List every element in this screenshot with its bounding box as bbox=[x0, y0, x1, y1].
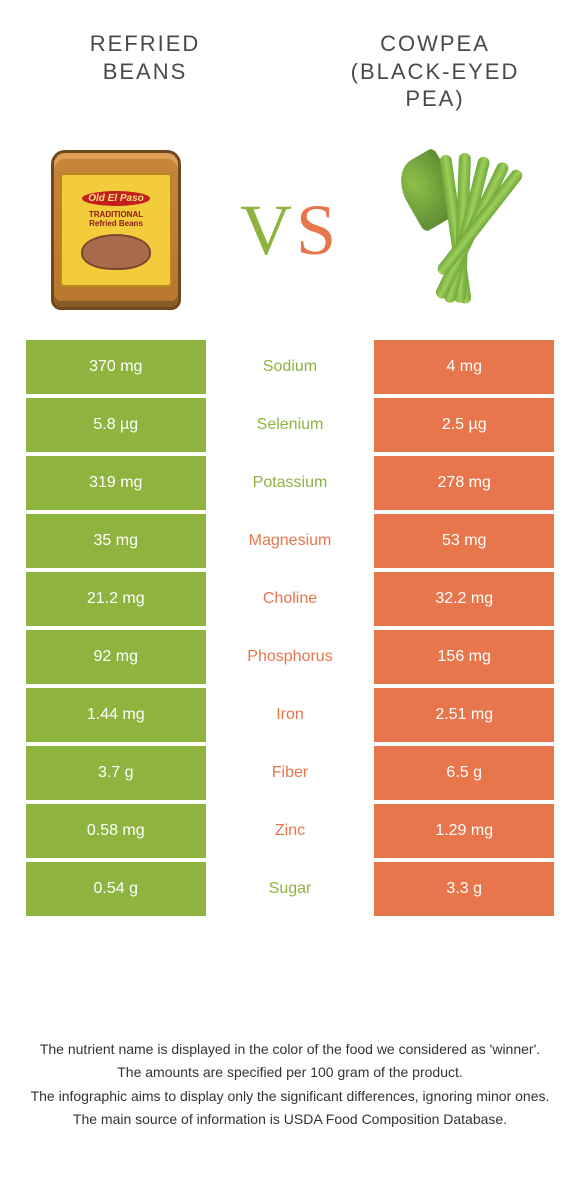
footnote-line: The main source of information is USDA F… bbox=[28, 1110, 552, 1130]
nutrient-table: 370 mgSodium4 mg5.8 µgSelenium2.5 µg319 … bbox=[26, 340, 554, 916]
value-left: 0.54 g bbox=[26, 862, 206, 916]
value-right: 32.2 mg bbox=[374, 572, 554, 626]
table-row: 0.54 gSugar3.3 g bbox=[26, 862, 554, 916]
cowpea-pods-icon bbox=[384, 145, 544, 315]
value-left: 319 mg bbox=[26, 456, 206, 510]
value-right: 3.3 g bbox=[374, 862, 554, 916]
can-brand: Old El Paso bbox=[82, 191, 150, 206]
nutrient-label: Sodium bbox=[206, 340, 375, 394]
nutrient-label: Fiber bbox=[206, 746, 375, 800]
nutrient-label: Selenium bbox=[206, 398, 375, 452]
vs-v: V bbox=[240, 190, 296, 270]
nutrient-label: Potassium bbox=[206, 456, 375, 510]
value-left: 5.8 µg bbox=[26, 398, 206, 452]
value-right: 4 mg bbox=[374, 340, 554, 394]
value-left: 3.7 g bbox=[26, 746, 206, 800]
value-right: 2.5 µg bbox=[374, 398, 554, 452]
can-bowl-icon bbox=[81, 234, 151, 270]
nutrient-label: Phosphorus bbox=[206, 630, 375, 684]
value-right: 278 mg bbox=[374, 456, 554, 510]
nutrient-label: Iron bbox=[206, 688, 375, 742]
value-left: 0.58 mg bbox=[26, 804, 206, 858]
table-row: 0.58 mgZinc1.29 mg bbox=[26, 804, 554, 858]
value-left: 370 mg bbox=[26, 340, 206, 394]
footnote-line: The infographic aims to display only the… bbox=[28, 1087, 552, 1107]
footnote-line: The nutrient name is displayed in the co… bbox=[28, 1040, 552, 1060]
can-line1: TRADITIONAL bbox=[89, 210, 143, 219]
title-right-l3: PEA) bbox=[405, 86, 464, 111]
food-title-left: REFRIED BEANS bbox=[0, 30, 290, 85]
value-left: 35 mg bbox=[26, 514, 206, 568]
table-row: 3.7 gFiber6.5 g bbox=[26, 746, 554, 800]
header: REFRIED BEANS COWPEA (BLACK-EYED PEA) bbox=[0, 0, 580, 130]
value-right: 156 mg bbox=[374, 630, 554, 684]
value-left: 92 mg bbox=[26, 630, 206, 684]
value-left: 21.2 mg bbox=[26, 572, 206, 626]
value-right: 6.5 g bbox=[374, 746, 554, 800]
header-left: REFRIED BEANS bbox=[0, 30, 290, 130]
table-row: 5.8 µgSelenium2.5 µg bbox=[26, 398, 554, 452]
title-right-l1: COWPEA bbox=[380, 31, 490, 56]
table-row: 92 mgPhosphorus156 mg bbox=[26, 630, 554, 684]
table-row: 21.2 mgCholine32.2 mg bbox=[26, 572, 554, 626]
nutrient-label: Sugar bbox=[206, 862, 375, 916]
nutrient-label: Zinc bbox=[206, 804, 375, 858]
value-right: 1.29 mg bbox=[374, 804, 554, 858]
food-title-right: COWPEA (BLACK-EYED PEA) bbox=[290, 30, 580, 113]
can-line2: Refried Beans bbox=[89, 219, 143, 228]
refried-beans-can-icon: Old El Paso TRADITIONAL Refried Beans bbox=[51, 150, 181, 310]
table-row: 319 mgPotassium278 mg bbox=[26, 456, 554, 510]
vs-s: S bbox=[296, 190, 340, 270]
value-right: 2.51 mg bbox=[374, 688, 554, 742]
image-left-slot: Old El Paso TRADITIONAL Refried Beans bbox=[0, 150, 232, 310]
footnote-line: The amounts are specified per 100 gram o… bbox=[28, 1063, 552, 1083]
vs-label: VS bbox=[232, 189, 348, 272]
footnotes: The nutrient name is displayed in the co… bbox=[28, 1040, 552, 1134]
table-row: 35 mgMagnesium53 mg bbox=[26, 514, 554, 568]
image-right-slot bbox=[348, 145, 580, 315]
nutrient-label: Magnesium bbox=[206, 514, 375, 568]
header-right: COWPEA (BLACK-EYED PEA) bbox=[290, 30, 580, 130]
images-row: Old El Paso TRADITIONAL Refried Beans VS bbox=[0, 130, 580, 330]
title-left-l2: BEANS bbox=[103, 59, 188, 84]
can-label: Old El Paso TRADITIONAL Refried Beans bbox=[60, 173, 172, 287]
table-row: 370 mgSodium4 mg bbox=[26, 340, 554, 394]
title-left-l1: REFRIED bbox=[90, 31, 201, 56]
nutrient-label: Choline bbox=[206, 572, 375, 626]
value-right: 53 mg bbox=[374, 514, 554, 568]
table-row: 1.44 mgIron2.51 mg bbox=[26, 688, 554, 742]
title-right-l2: (BLACK-EYED bbox=[351, 59, 520, 84]
value-left: 1.44 mg bbox=[26, 688, 206, 742]
